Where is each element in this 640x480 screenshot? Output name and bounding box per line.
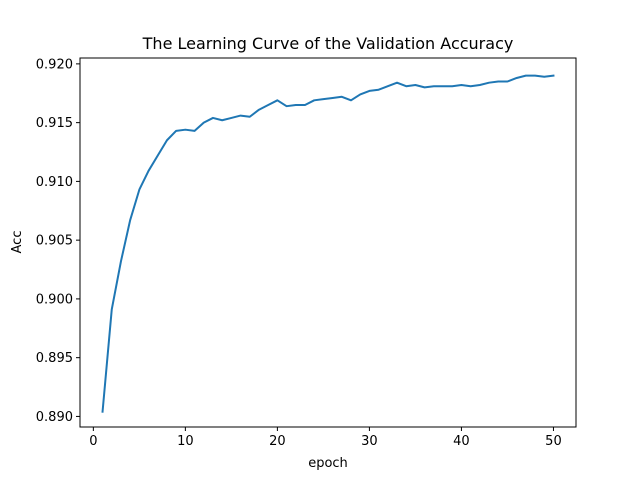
y-tick-label: 0.900: [36, 292, 73, 307]
axes-frame: [79, 57, 577, 428]
x-tick-label: 0: [89, 434, 97, 449]
data-point: [119, 259, 123, 263]
data-point: [542, 75, 546, 79]
data-point: [266, 103, 270, 107]
data-point: [386, 84, 390, 88]
data-point: [202, 121, 206, 125]
data-point: [137, 188, 141, 192]
data-point: [128, 218, 132, 222]
data-point: [165, 138, 169, 142]
data-point: [358, 92, 362, 96]
data-point: [432, 84, 436, 88]
data-point: [450, 84, 454, 88]
data-point: [101, 410, 105, 414]
series-line-0: [101, 74, 555, 413]
data-point: [340, 95, 344, 99]
data-point: [413, 83, 417, 87]
data-point: [478, 83, 482, 87]
y-tick-label: 0.905: [36, 234, 73, 249]
data-point: [183, 128, 187, 132]
data-point: [239, 114, 243, 118]
data-point: [174, 129, 178, 133]
y-tick-label: 0.915: [36, 116, 73, 131]
data-point: [423, 85, 427, 89]
data-point: [551, 74, 555, 78]
x-axis-label: epoch: [308, 456, 348, 471]
data-point: [294, 103, 298, 107]
data-point: [404, 84, 408, 88]
data-point: [257, 108, 261, 112]
data-point: [303, 103, 307, 107]
data-point: [248, 115, 252, 119]
x-tick-label: 20: [269, 434, 286, 449]
y-axis-label: Acc: [10, 231, 25, 254]
y-tick-label: 0.895: [36, 351, 73, 366]
plot-area: 0 10 20 30 40 50 0.890 0.895 0.900 0.905 0.910 0.91…: [36, 57, 577, 449]
data-point: [533, 74, 537, 78]
data-point: [147, 169, 151, 173]
x-tick-label: 50: [545, 434, 562, 449]
data-point: [229, 116, 233, 120]
y-tick-label: 0.910: [36, 175, 73, 190]
data-point: [524, 74, 528, 78]
data-point: [220, 118, 224, 122]
x-tick-label: 40: [453, 434, 470, 449]
data-point: [211, 116, 215, 120]
x-tick-label: 10: [177, 434, 194, 449]
data-point: [515, 76, 519, 80]
data-point: [275, 98, 279, 102]
data-point: [487, 81, 491, 85]
chart-title: The Learning Curve of the Validation Acc…: [142, 34, 514, 53]
data-point: [156, 154, 160, 158]
data-point: [459, 83, 463, 87]
data-point: [321, 97, 325, 101]
y-tick-label: 0.920: [36, 57, 73, 72]
data-point: [469, 84, 473, 88]
data-point: [496, 80, 500, 84]
data-point: [367, 89, 371, 93]
data-point: [505, 80, 509, 84]
data-point: [395, 81, 399, 85]
x-tick-label: 30: [361, 434, 378, 449]
data-point: [312, 98, 316, 102]
y-tick-label: 0.890: [36, 410, 73, 425]
data-point: [285, 104, 289, 108]
data-point: [331, 96, 335, 100]
data-point: [349, 98, 353, 102]
data-point: [193, 129, 197, 133]
data-point: [110, 307, 114, 311]
data-point: [377, 88, 381, 92]
data-point: [441, 84, 445, 88]
